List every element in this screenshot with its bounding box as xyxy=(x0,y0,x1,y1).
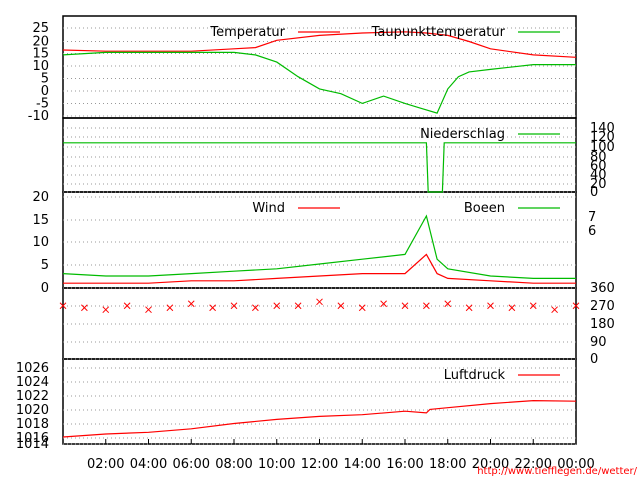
y-tick-label: 0 xyxy=(41,281,49,296)
credit-url: http://www.tiefflegen.de/wetter/ xyxy=(477,466,637,477)
y-tick-label: 1014 xyxy=(16,437,49,452)
y-tick-label: 20 xyxy=(32,35,49,50)
beaufort-tick-label: 7 xyxy=(588,210,596,225)
data-point xyxy=(358,304,366,312)
series-line-niederschlag xyxy=(63,142,576,193)
y-tick-label: 20 xyxy=(590,177,607,192)
data-point xyxy=(145,306,152,314)
legend-label: Luftdruck xyxy=(444,368,506,383)
data-point xyxy=(465,304,473,312)
series-line-taupunkttemperatur xyxy=(62,51,576,114)
y-tick-label: 10 xyxy=(32,235,49,250)
x-tick-label: 16:00 xyxy=(386,457,423,472)
y-tick-label: 180 xyxy=(590,317,615,332)
y-tick-label: 1018 xyxy=(16,417,49,432)
x-tick-label: 12:00 xyxy=(301,457,338,472)
x-tick-label: 06:00 xyxy=(173,457,210,472)
legend-label: Temperatur xyxy=(209,25,285,40)
series-line-temperatur xyxy=(62,31,577,58)
y-tick-label: 0 xyxy=(41,84,49,99)
y-tick-label: 360 xyxy=(590,281,615,296)
y-tick-label: 20 xyxy=(32,190,49,205)
y-tick-label: -10 xyxy=(28,109,49,124)
data-point xyxy=(252,304,259,312)
y-tick-label: 10 xyxy=(32,59,49,74)
y-tick-label: 140 xyxy=(590,121,615,136)
y-tick-label: 80 xyxy=(590,150,607,165)
data-point xyxy=(380,300,387,308)
x-tick-label: 02:00 xyxy=(87,457,124,472)
data-point xyxy=(529,302,537,310)
y-tick-label: 15 xyxy=(32,47,49,62)
y-tick-label: 100 xyxy=(590,140,615,155)
x-tick-label: 10:00 xyxy=(258,457,295,472)
data-point xyxy=(316,298,323,306)
data-point xyxy=(551,306,558,314)
data-point xyxy=(166,304,174,312)
data-point xyxy=(508,304,516,312)
series-line-wind xyxy=(63,253,576,284)
data-point xyxy=(423,302,430,310)
data-point xyxy=(187,300,195,308)
x-tick-label: 14:00 xyxy=(344,457,381,472)
x-tick-label: 04:00 xyxy=(130,457,167,472)
data-point xyxy=(487,302,494,310)
data-point xyxy=(337,302,345,310)
y-tick-label: 5 xyxy=(41,72,49,87)
x-tick-label: 00:00 xyxy=(557,457,594,472)
data-point xyxy=(209,304,216,312)
y-tick-label: 1022 xyxy=(16,389,49,404)
y-tick-label: 120 xyxy=(590,130,615,145)
y-tick-label: 1024 xyxy=(16,375,49,390)
series-line-boeen xyxy=(62,214,576,279)
x-tick-label: 08:00 xyxy=(215,457,252,472)
y-tick-label: 90 xyxy=(590,335,607,350)
y-tick-label: 0 xyxy=(590,352,598,367)
data-point xyxy=(273,302,281,310)
series-line-luftdruck xyxy=(62,399,577,438)
y-tick-label: 5 xyxy=(41,258,49,273)
data-point xyxy=(81,304,88,312)
data-point xyxy=(572,302,580,310)
y-tick-label: 0 xyxy=(590,185,598,200)
y-tick-label: 25 xyxy=(32,21,49,36)
data-point xyxy=(444,300,452,308)
y-tick-label: 1020 xyxy=(16,403,49,418)
data-point xyxy=(123,302,131,310)
data-point xyxy=(230,302,238,310)
data-point xyxy=(401,302,409,310)
x-tick-label: 22:00 xyxy=(515,457,552,472)
beaufort-tick-label: 6 xyxy=(588,224,596,239)
y-tick-label: 270 xyxy=(590,299,615,314)
x-tick-label: 18:00 xyxy=(429,457,466,472)
data-point xyxy=(102,306,110,314)
data-point xyxy=(294,302,302,310)
legend-label: Wind xyxy=(252,201,285,216)
x-tick-label: 20:00 xyxy=(472,457,509,472)
y-tick-label: 1026 xyxy=(16,361,49,376)
legend-label: Boeen xyxy=(464,201,505,216)
y-tick-label: 15 xyxy=(32,213,49,228)
y-tick-label: -5 xyxy=(36,97,49,112)
y-tick-label: 1016 xyxy=(16,431,49,446)
data-point xyxy=(59,302,67,310)
legend-label: Taupunkttemperatur xyxy=(371,25,506,40)
y-tick-label: 60 xyxy=(590,159,607,174)
y-tick-label: 40 xyxy=(590,168,607,183)
legend-label: Niederschlag xyxy=(420,127,505,142)
